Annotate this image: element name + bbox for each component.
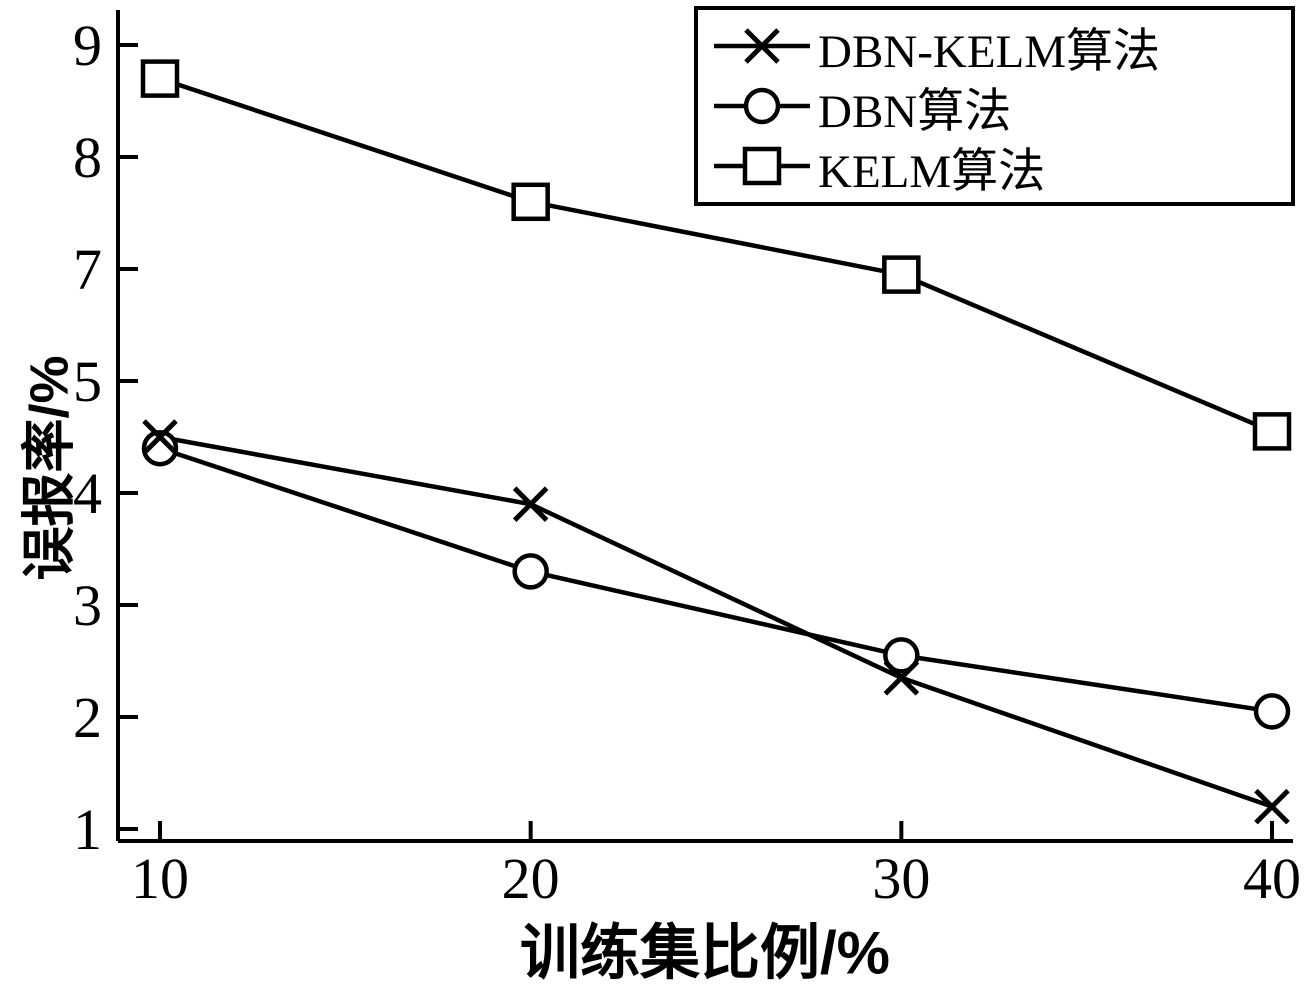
legend-label: DBN-KELM算法 [818, 25, 1161, 78]
circle-marker [743, 87, 781, 125]
x-marker [512, 486, 549, 522]
series-line [159, 76, 1273, 434]
y-tick-label: 4 [73, 461, 102, 526]
x-axis-label: 训练集比例/% [519, 919, 891, 987]
circle-marker [883, 637, 920, 674]
x-tick-label: 20 [502, 846, 560, 911]
square-marker [511, 182, 550, 222]
x-tick-label: 40 [1243, 846, 1301, 911]
x-marker [744, 28, 780, 64]
square-legend-marker-icon [714, 146, 810, 186]
legend-item: KELM算法 [712, 136, 1291, 198]
y-tick-label: 3 [73, 573, 102, 638]
y-tick-label: 5 [73, 349, 102, 414]
y-tick-label: 1 [73, 797, 102, 862]
circle-marker [512, 553, 549, 590]
series-line [159, 446, 1273, 714]
y-tick-label: 9 [73, 13, 102, 78]
x-tick-label: 30 [872, 846, 930, 911]
square-marker [882, 255, 921, 294]
legend-item: DBN算法 [712, 76, 1291, 138]
square-marker [140, 59, 180, 98]
y-axis-label: 误报率/% [19, 355, 80, 581]
y-tick-label: 8 [73, 125, 102, 190]
circle-legend-marker-icon [714, 87, 810, 125]
x-marker [142, 419, 178, 455]
x-tick-label: 10 [131, 846, 189, 911]
legend-label: KELM算法 [818, 145, 1046, 198]
x-marker [1254, 788, 1290, 825]
x-legend-marker-icon [714, 28, 810, 64]
series-line [159, 434, 1273, 809]
square-marker [742, 146, 782, 186]
x-marker [883, 660, 920, 696]
square-marker [1252, 412, 1292, 451]
legend: DBN-KELM算法 DBN算法 KELM算法 [694, 6, 1295, 206]
legend-label: DBN算法 [818, 85, 1012, 138]
circle-marker [1253, 693, 1291, 730]
y-tick-label: 7 [73, 237, 102, 302]
circle-marker [141, 429, 179, 467]
legend-item: DBN-KELM算法 [712, 16, 1291, 78]
y-tick-label: 2 [73, 685, 102, 750]
